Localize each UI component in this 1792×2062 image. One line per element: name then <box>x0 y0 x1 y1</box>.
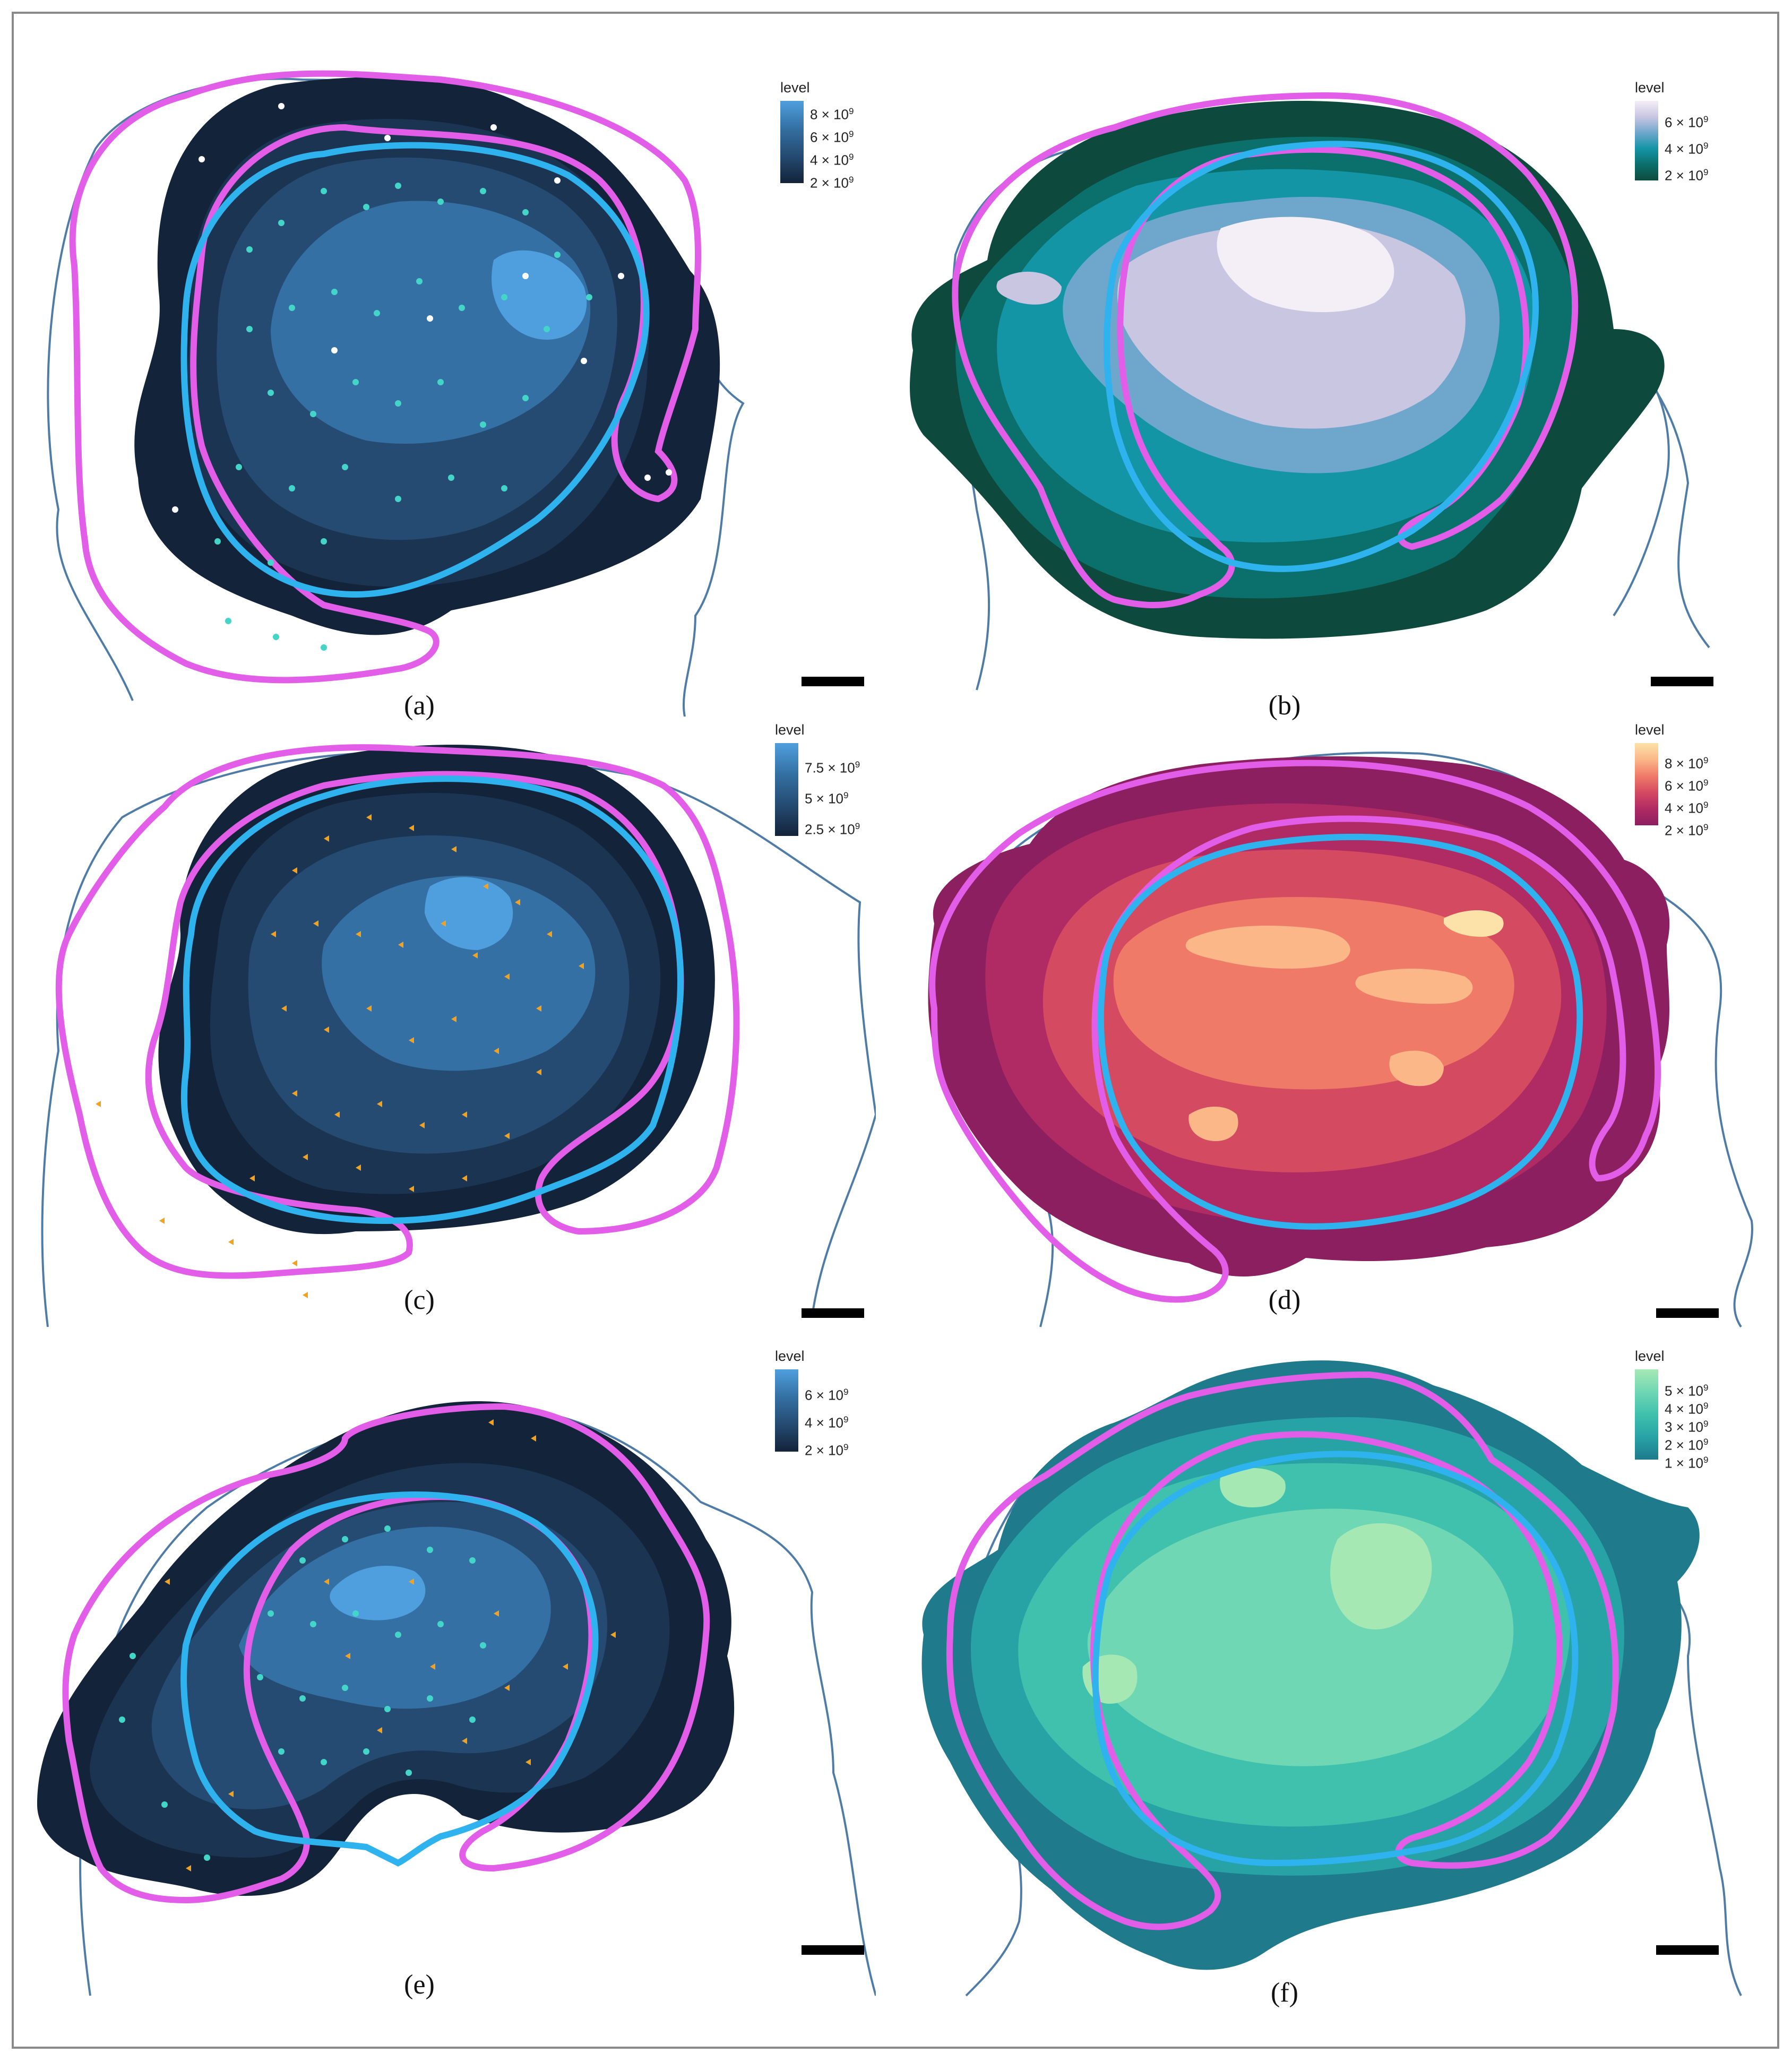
legend-colorbar-c <box>775 743 798 836</box>
caption-e: (e) <box>404 1970 435 2000</box>
points-e-triangles <box>165 1419 616 1871</box>
scale-bar-e <box>802 1945 864 1955</box>
legend-tick: 7.5 × 109 <box>805 760 860 776</box>
panel-e: level 6 × 109 4 × 109 2 × 109 (e) <box>27 1338 876 2006</box>
legend-tick: 4 × 109 <box>1665 800 1709 816</box>
legend-tick: 2 × 109 <box>810 175 854 191</box>
caption-f: (f) <box>1271 1978 1298 2008</box>
legend-e: level 6 × 109 4 × 109 2 × 109 <box>775 1348 876 1476</box>
points-c <box>96 814 584 1298</box>
density-contours-c <box>158 745 715 1235</box>
legend-tick: 8 × 109 <box>1665 755 1709 772</box>
legend-tick: 2 × 109 <box>805 1442 849 1459</box>
legend-tick: 4 × 109 <box>1665 1401 1709 1417</box>
legend-colorbar-d <box>1635 743 1658 825</box>
legend-colorbar-e <box>775 1369 798 1452</box>
panel-b: level 6 × 109 4 × 109 2 × 109 (b) <box>892 32 1762 721</box>
legend-tick: 2 × 109 <box>1665 1437 1709 1453</box>
legend-c: level 7.5 × 109 5 × 109 2.5 × 109 <box>775 722 876 849</box>
legend-title-f: level <box>1635 1348 1665 1364</box>
density-map-f <box>921 1360 1742 1997</box>
legend-colorbar-a <box>780 101 804 183</box>
density-contours-d <box>928 756 1670 1276</box>
scale-bar-f <box>1656 1945 1719 1955</box>
density-contours-f <box>921 1360 1700 1970</box>
density-map-a <box>47 70 745 717</box>
legend-tick: 2.5 × 109 <box>805 821 860 838</box>
legend-title-c: level <box>775 722 805 738</box>
legend-title-e: level <box>775 1348 805 1364</box>
legend-colorbar-f <box>1635 1369 1658 1460</box>
legend-tick: 1 × 109 <box>1665 1455 1709 1471</box>
legend-tick: 6 × 109 <box>1665 778 1709 794</box>
panel-f: level 5 × 109 4 × 109 3 × 109 2 × 109 1 … <box>892 1338 1762 2008</box>
density-map-c <box>41 744 876 1327</box>
legend-a: level 8 × 109 6 × 109 4 × 109 2 × 109 <box>780 80 876 207</box>
caption-c: (c) <box>404 1285 435 1315</box>
legend-title-a: level <box>780 80 810 96</box>
legend-tick: 5 × 109 <box>805 790 849 807</box>
legend-tick: 8 × 109 <box>810 106 854 123</box>
density-map-b <box>910 92 1710 691</box>
legend-title-b: level <box>1635 80 1665 96</box>
density-contours-e <box>37 1401 735 1896</box>
density-contours-b <box>910 101 1665 639</box>
figure-frame <box>12 12 1779 2049</box>
panel-c: level 7.5 × 109 5 × 109 2.5 × 109 (c) <box>27 711 876 1338</box>
legend-tick: 6 × 109 <box>805 1387 849 1403</box>
caption-d: (d) <box>1268 1285 1301 1315</box>
caption-a: (a) <box>404 691 435 721</box>
legend-d: level 8 × 109 6 × 109 4 × 109 2 × 109 <box>1635 722 1741 849</box>
legend-tick: 4 × 109 <box>1665 141 1709 157</box>
panel-d: level 8 × 109 6 × 109 4 × 109 2 × 109 (d… <box>892 711 1762 1338</box>
legend-tick: 4 × 109 <box>805 1414 849 1431</box>
caption-b: (b) <box>1268 691 1301 721</box>
legend-tick: 4 × 109 <box>810 152 854 168</box>
points-e <box>119 1525 486 1861</box>
legend-colorbar-b <box>1635 101 1658 180</box>
density-map-d <box>928 752 1753 1328</box>
legend-tick: 5 × 109 <box>1665 1383 1709 1399</box>
legend-title-d: level <box>1635 722 1665 738</box>
scale-bar-a <box>802 677 864 686</box>
density-map-e <box>37 1401 876 1996</box>
legend-tick: 6 × 109 <box>810 129 854 145</box>
legend-tick: 2 × 109 <box>1665 167 1709 184</box>
panel-a: level 8 × 109 6 × 109 4 × 109 2 × 109 (a… <box>27 32 876 721</box>
legend-tick: 6 × 109 <box>1665 114 1709 131</box>
scale-bar-b <box>1651 677 1713 686</box>
legend-tick: 3 × 109 <box>1665 1419 1709 1435</box>
scale-bar-d <box>1656 1308 1719 1318</box>
density-contours-a <box>134 77 720 635</box>
legend-f: level 5 × 109 4 × 109 3 × 109 2 × 109 1 … <box>1635 1348 1741 1486</box>
scale-bar-c <box>802 1308 864 1318</box>
points-a <box>214 183 592 651</box>
legend-tick: 2 × 109 <box>1665 822 1709 839</box>
legend-b: level 6 × 109 4 × 109 2 × 109 <box>1635 80 1741 207</box>
